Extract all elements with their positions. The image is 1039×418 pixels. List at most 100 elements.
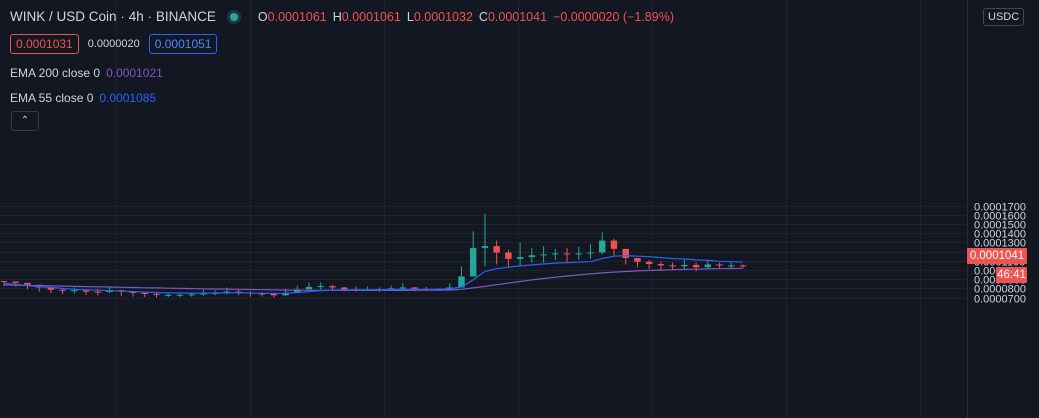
- candle[interactable]: [681, 259, 688, 270]
- candle[interactable]: [71, 287, 78, 294]
- price-tick-label: 0.0000700: [974, 294, 1026, 306]
- candle-body: [493, 246, 500, 253]
- candle-body: [12, 281, 19, 283]
- candle-body: [516, 257, 524, 259]
- candle-body: [71, 290, 78, 292]
- candle[interactable]: [728, 262, 735, 269]
- close-value: 0.0001041: [487, 9, 548, 24]
- candle[interactable]: [317, 282, 324, 290]
- chevron-up-icon: ⌃: [20, 115, 30, 126]
- candle[interactable]: [493, 240, 500, 265]
- candle-body: [340, 287, 348, 290]
- candle-body: [59, 289, 66, 291]
- candle[interactable]: [645, 259, 653, 270]
- candle-body: [235, 291, 242, 293]
- candle-body: [634, 258, 641, 262]
- candle-body: [481, 246, 489, 248]
- candle-body: [669, 265, 676, 267]
- candle[interactable]: [164, 293, 172, 298]
- candle-body: [282, 293, 289, 296]
- price-tick-label: 0.0001700: [974, 202, 1026, 214]
- buy-price-button[interactable]: 0.0001051: [148, 34, 218, 54]
- candle-body: [200, 293, 207, 295]
- candle[interactable]: [739, 264, 747, 269]
- candle-body: [645, 261, 653, 265]
- candle[interactable]: [153, 293, 160, 298]
- candle[interactable]: [305, 282, 313, 290]
- ema55-legend[interactable]: EMA 55 close 0 0.0001085: [10, 91, 156, 105]
- candle-body: [399, 287, 407, 289]
- candle-body: [505, 252, 512, 259]
- candle[interactable]: [516, 242, 524, 267]
- candle-body: [528, 255, 536, 258]
- sell-price-button[interactable]: 0.0001031: [10, 34, 79, 54]
- separator: ·: [120, 9, 125, 24]
- candle[interactable]: [704, 259, 712, 270]
- ema200-legend[interactable]: EMA 200 close 0 0.0001021: [10, 66, 163, 80]
- ema55-value: 0.0001085: [99, 91, 157, 105]
- candle-body: [540, 254, 547, 256]
- high-label: H: [332, 9, 342, 24]
- candle-body: [739, 265, 747, 267]
- interval-label[interactable]: 4h: [128, 9, 144, 24]
- candle[interactable]: [587, 244, 594, 259]
- candle[interactable]: [505, 249, 512, 268]
- ema200-value: 0.0001021: [106, 66, 163, 80]
- candle-body: [0, 281, 8, 283]
- candle[interactable]: [458, 266, 465, 288]
- open-value: 0.0001061: [267, 9, 327, 24]
- low-value: 0.0001032: [413, 9, 473, 24]
- ema55-line: [3, 255, 744, 295]
- candle-body: [587, 252, 594, 254]
- candle[interactable]: [610, 238, 618, 258]
- candle-body: [129, 291, 137, 293]
- candle-body: [728, 265, 735, 267]
- candle[interactable]: [469, 231, 477, 277]
- candle[interactable]: [716, 262, 723, 269]
- separator: ·: [147, 9, 152, 24]
- candle[interactable]: [692, 262, 700, 272]
- candle[interactable]: [634, 258, 641, 268]
- candle[interactable]: [24, 282, 31, 290]
- candle-body: [469, 247, 477, 277]
- candle-body: [599, 240, 606, 253]
- vertical-gridlines: [116, 0, 921, 418]
- quote-row: 0.0001031 0.0000020 0.0001051: [10, 34, 218, 54]
- candle[interactable]: [540, 246, 547, 263]
- ema200-line: [3, 267, 744, 291]
- candle[interactable]: [528, 247, 536, 263]
- candle-body: [24, 282, 31, 285]
- candle-body: [94, 291, 102, 293]
- candle[interactable]: [575, 247, 583, 260]
- candle[interactable]: [552, 248, 559, 260]
- candle-body: [329, 286, 336, 288]
- last-price-badge: 0.0001041: [967, 248, 1027, 264]
- candle[interactable]: [657, 261, 665, 270]
- candle-body: [610, 240, 618, 249]
- candle[interactable]: [141, 292, 148, 298]
- candle-body: [270, 293, 278, 296]
- price-tick-label: 0.0000800: [974, 284, 1026, 296]
- candle-body: [305, 287, 313, 290]
- bar-countdown-badge: 46:41: [996, 267, 1027, 283]
- candle-body: [47, 287, 55, 290]
- candle[interactable]: [481, 213, 489, 267]
- close-label: C: [478, 9, 488, 24]
- market-open-icon: [229, 12, 238, 21]
- exchange-label: BINANCE: [155, 9, 216, 24]
- ema200-label: EMA 200 close 0: [10, 66, 101, 80]
- candle[interactable]: [563, 247, 571, 262]
- collapse-legend-button[interactable]: ⌃: [11, 111, 39, 131]
- high-value: 0.0001061: [341, 9, 401, 24]
- candle-body: [552, 253, 559, 255]
- ema55-label: EMA 55 close 0: [10, 91, 94, 105]
- price-tick-label: 0.0001400: [974, 229, 1026, 241]
- symbol-name[interactable]: WINK / USD Coin: [10, 9, 117, 24]
- currency-badge[interactable]: USDC: [983, 8, 1025, 26]
- price-tick-label: 0.0001600: [974, 211, 1026, 223]
- price-tick-label: 0.0001500: [974, 220, 1026, 232]
- candle[interactable]: [599, 232, 606, 255]
